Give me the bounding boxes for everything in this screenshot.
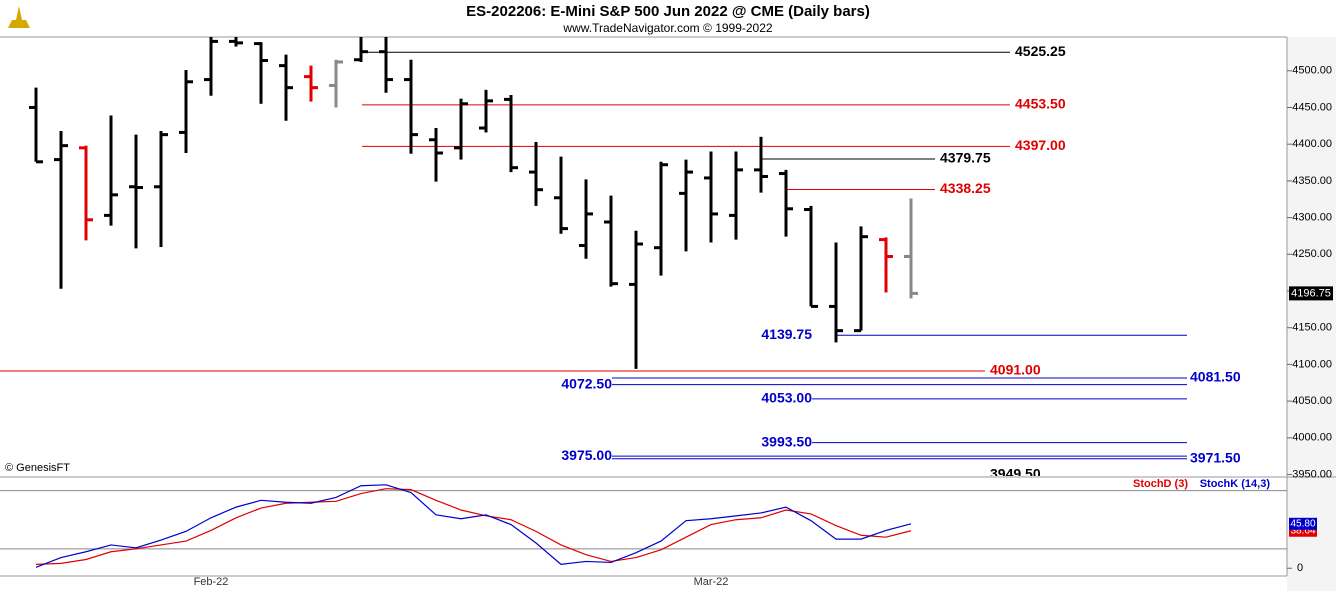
y-tick-label: 4300.00 bbox=[1292, 211, 1332, 223]
axis-area bbox=[1287, 37, 1336, 591]
y2-tick-label: 0 bbox=[1297, 562, 1303, 574]
chart-title: ES-202206: E-Mini S&P 500 Jun 2022 @ CME… bbox=[466, 3, 870, 20]
last-price-label: 4196.75 bbox=[1291, 287, 1331, 299]
level-label: 4091.00 bbox=[990, 362, 1041, 378]
y-tick-label: 4500.00 bbox=[1292, 65, 1332, 77]
last-price-box bbox=[1289, 286, 1333, 301]
level-label: 4338.25 bbox=[940, 180, 991, 196]
level-label: 4397.00 bbox=[1015, 137, 1066, 153]
x-tick-label: Mar-22 bbox=[694, 576, 729, 588]
plot: 4525.25 4453.50 4397.00 4379.75 4338.25 4139.… bbox=[0, 37, 1241, 482]
indicator-value-label: 45.80 bbox=[1290, 518, 1315, 529]
level-label: 3971.50 bbox=[1190, 449, 1241, 465]
logo bbox=[8, 6, 30, 28]
y-tick-label: 4400.00 bbox=[1292, 138, 1332, 150]
level-label: 3949.50 bbox=[990, 466, 1041, 482]
level-label: 4053.00 bbox=[761, 390, 812, 406]
level-label: 4453.50 bbox=[1015, 96, 1066, 112]
indicator-line bbox=[35, 484, 912, 568]
indicator-value-label: 38.64 bbox=[1290, 525, 1315, 536]
y-tick-label: 4250.00 bbox=[1292, 248, 1332, 260]
y-tick-label: 4000.00 bbox=[1292, 432, 1332, 444]
legend-entry: StochK (14,3) bbox=[1200, 478, 1271, 490]
y-tick-label: 4150.00 bbox=[1292, 322, 1332, 334]
level-label: 4525.25 bbox=[1015, 43, 1066, 59]
level-label: 3993.50 bbox=[761, 433, 812, 449]
level-label: 4139.75 bbox=[761, 326, 812, 342]
indicator-value-box bbox=[1289, 517, 1317, 530]
indicator-line bbox=[35, 488, 912, 565]
y-tick-label: 3950.00 bbox=[1292, 468, 1332, 480]
y-tick-label: 4050.00 bbox=[1292, 395, 1332, 407]
chart-subtitle: www.TradeNavigator.com © 1999-2022 bbox=[562, 21, 772, 35]
level-label: 4379.75 bbox=[940, 150, 991, 166]
y-tick-label: 4450.00 bbox=[1292, 101, 1332, 113]
level-label: 4081.50 bbox=[1190, 369, 1241, 385]
level-label: 4072.50 bbox=[561, 375, 612, 391]
source: © GenesisFT bbox=[5, 462, 70, 474]
y-tick-label: 4100.00 bbox=[1292, 358, 1332, 370]
legend-entry: StochD (3) bbox=[1133, 478, 1188, 490]
x-tick-label: Feb-22 bbox=[194, 576, 229, 588]
y-tick-label: 4350.00 bbox=[1292, 175, 1332, 187]
level-label: 3975.00 bbox=[561, 447, 612, 463]
